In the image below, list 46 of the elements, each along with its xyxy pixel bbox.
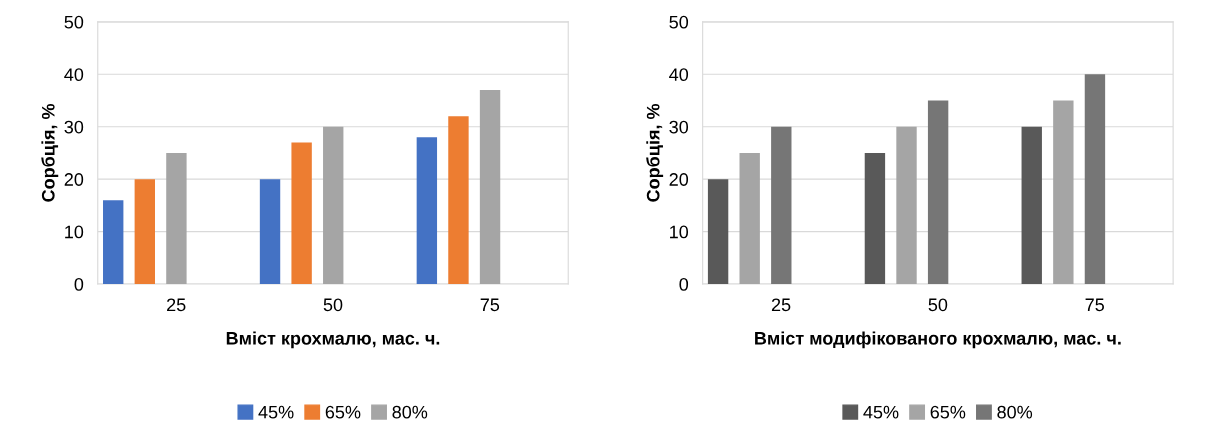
bar	[1084, 74, 1106, 285]
y-tick-label: 10	[65, 225, 84, 239]
bar	[259, 179, 281, 285]
y-tick-label: 10	[670, 225, 689, 239]
legend-label: 65%	[325, 405, 361, 419]
y-tick-label: 30	[64, 120, 84, 134]
y-tick-label: 50	[669, 15, 689, 29]
bar	[103, 200, 124, 285]
bar	[166, 152, 187, 285]
x-tick-label: 50	[323, 298, 343, 312]
y-tick-label: 20	[669, 173, 689, 186]
bar	[1053, 100, 1074, 285]
bar	[291, 142, 312, 285]
bar	[134, 179, 155, 285]
bar	[896, 126, 917, 285]
y-tick-label: 50	[64, 15, 84, 29]
x-axis-title: Вміст крохмалю, мас. ч.	[226, 331, 440, 349]
legend-label: 80%	[392, 405, 428, 419]
legend-label: 80%	[997, 405, 1033, 419]
bar	[448, 116, 469, 285]
y-tick-label: 30	[669, 120, 689, 134]
bar	[707, 179, 729, 285]
bar	[323, 126, 344, 285]
legend-label: 65%	[930, 405, 966, 419]
x-axis-title: Вміст модифікованого крохмалю, мас. ч.	[755, 331, 1121, 349]
y-tick-label: 40	[669, 68, 689, 82]
bar	[1021, 126, 1042, 285]
bar	[739, 152, 760, 285]
bar	[416, 137, 438, 285]
y-tick-label: 0	[74, 277, 84, 291]
legend-label: 45%	[863, 405, 899, 419]
x-tick-label: 75	[480, 298, 500, 312]
bar	[479, 90, 501, 285]
y-tick-label: 40	[64, 68, 84, 82]
x-tick-label: 50	[928, 298, 948, 312]
legend-label: 45%	[258, 405, 294, 419]
y-tick-label: 0	[679, 277, 689, 291]
bar	[864, 152, 886, 285]
bar	[771, 126, 792, 285]
x-tick-label: 25	[771, 298, 791, 312]
y-axis-title: Сорбція, %	[41, 103, 59, 202]
x-tick-label: 75	[1085, 298, 1104, 312]
x-tick-label: 25	[167, 298, 186, 312]
bar	[927, 100, 949, 285]
y-tick-label: 20	[64, 173, 84, 186]
y-axis-title: Сорбція, %	[646, 103, 664, 202]
